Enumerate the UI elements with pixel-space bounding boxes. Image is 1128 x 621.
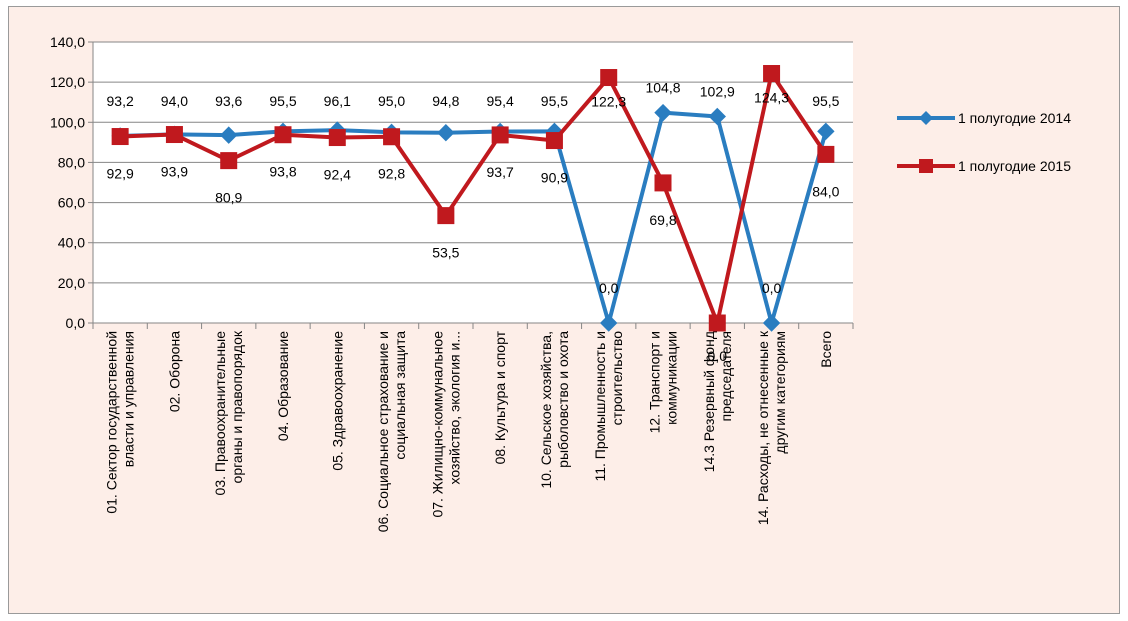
data-label-2015: 80,9: [215, 190, 242, 206]
series-2-point: [165, 126, 183, 144]
series-2-point: [763, 65, 781, 83]
series-2-point: [545, 132, 563, 150]
data-label-2015: 0,0: [708, 348, 728, 364]
plot-area: [93, 42, 853, 323]
data-label-2015: 90,9: [541, 170, 568, 186]
data-label-2015: 53,5: [432, 245, 459, 261]
x-tick-label: 05. Здравоохранение: [329, 331, 345, 471]
series-2-point: [328, 129, 346, 147]
legend-marker-diamond: [919, 111, 933, 125]
data-label-2015: 93,7: [487, 164, 514, 180]
data-label-2014: 95,5: [541, 93, 568, 109]
series-2-point: [220, 152, 238, 170]
x-tick-label: 01. Сектор государственной: [104, 331, 120, 514]
data-label-2014: 94,0: [161, 93, 188, 109]
y-tick-label: 0,0: [66, 315, 86, 331]
series-2-point: [111, 128, 129, 146]
data-label-2015: 92,4: [324, 167, 351, 183]
series-2-point: [274, 126, 292, 144]
series-2-point: [817, 145, 835, 163]
data-label-2014: 95,0: [378, 93, 405, 109]
data-label-2014: 0,0: [762, 280, 782, 296]
x-tick-label: 12. Транспорт и: [647, 331, 663, 433]
x-tick-label: органы и правопорядок: [229, 330, 245, 483]
series-1-point: [600, 314, 618, 332]
data-label-2014: 95,4: [487, 93, 514, 109]
legend-label: 1 полугодие 2015: [958, 158, 1071, 174]
y-tick-label: 80,0: [58, 154, 85, 170]
x-tick-label: 08. Культура и спорт: [492, 330, 508, 464]
x-tick-label: социальная защита: [392, 331, 408, 460]
data-label-2014: 104,8: [645, 80, 680, 96]
x-tick-label: хозяйство, экология и...: [446, 331, 462, 484]
series-1-point: [762, 314, 781, 332]
y-tick-label: 100,0: [50, 114, 85, 130]
legend-marker-square: [919, 159, 933, 173]
series-1-point: [437, 124, 455, 142]
x-tick-label: Всего: [818, 331, 834, 368]
x-tick-label: коммуникации: [664, 331, 680, 425]
data-label-2015: 69,8: [649, 212, 676, 228]
x-tick-label: 04. Образование: [275, 331, 291, 441]
series-2-point: [437, 207, 455, 225]
series-1-point: [220, 126, 238, 144]
series-1-point: [708, 107, 726, 126]
x-tick-label: 10. Сельское хозяйства,: [538, 331, 554, 489]
x-tick-label: другим категориям: [772, 331, 788, 454]
x-tick-label: 07. Жилищно-коммунальное: [429, 331, 445, 518]
x-tick-label: 14. Расходы, не отнесенные к: [755, 330, 771, 525]
data-label-2014: 0,0: [599, 280, 619, 296]
series-2-point: [654, 174, 672, 192]
data-label-2015: 84,0: [812, 183, 839, 199]
data-label-2015: 92,8: [378, 166, 405, 182]
x-tick-label: 02. Оборона: [166, 331, 182, 412]
data-label-2014: 96,1: [324, 93, 351, 109]
series-2-point: [708, 314, 726, 332]
series-1-point: [817, 122, 835, 141]
series-2-point: [491, 126, 509, 144]
x-tick-label: председателя: [718, 331, 734, 421]
y-tick-label: 60,0: [58, 195, 85, 211]
x-tick-label: 06. Социальное страхование и: [375, 331, 391, 532]
data-label-2014: 102,9: [700, 83, 735, 99]
series-1-point: [654, 103, 672, 122]
series-line-2: [120, 71, 828, 325]
data-label-2015: 93,8: [269, 164, 296, 180]
data-label-2015: 92,9: [107, 166, 134, 182]
data-label-2015: 124,3: [754, 90, 789, 106]
data-label-2015: 122,3: [591, 94, 626, 110]
data-label-2014: 94,8: [432, 93, 459, 109]
x-tick-label: строительство: [609, 331, 625, 426]
data-label-2014: 95,5: [269, 93, 296, 109]
x-tick-label: власти и управления: [121, 331, 137, 467]
data-label-2014: 93,6: [215, 93, 242, 109]
y-tick-label: 120,0: [50, 74, 85, 90]
x-tick-label: 03. Правоохранительные: [212, 331, 228, 496]
data-label-2014: 93,2: [107, 93, 134, 109]
y-tick-label: 140,0: [50, 34, 85, 50]
data-label-2014: 95,5: [812, 93, 839, 109]
series-2-point: [600, 69, 618, 87]
x-tick-label: 11. Промышленность и: [592, 331, 608, 482]
series-2-point: [383, 128, 401, 146]
y-tick-label: 20,0: [58, 275, 85, 291]
x-tick-label: 14.3 Резервный фонд: [701, 331, 717, 472]
y-tick-label: 40,0: [58, 235, 85, 251]
data-label-2015: 93,9: [161, 164, 188, 180]
x-tick-label: рыболовство и охота: [555, 331, 571, 468]
legend-label: 1 полугодие 2014: [958, 110, 1071, 126]
series-line-1: [120, 110, 828, 325]
